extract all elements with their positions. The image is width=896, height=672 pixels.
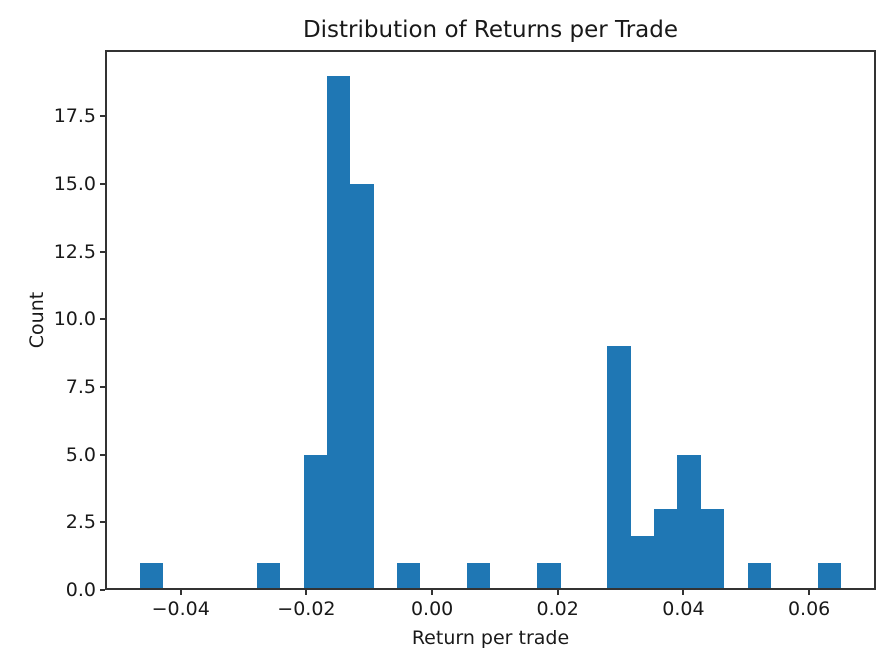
histogram-bar — [537, 562, 561, 590]
y-tick-mark — [100, 318, 105, 321]
y-tick-label: 0.0 — [65, 579, 96, 601]
y-tick-label: 15.0 — [53, 173, 96, 195]
y-tick-label: 12.5 — [53, 240, 96, 263]
x-tick-mark — [431, 590, 434, 595]
y-tick-mark — [100, 453, 105, 456]
y-tick-label: 17.5 — [53, 105, 96, 128]
y-tick-mark — [100, 589, 105, 591]
histogram-bar — [700, 508, 725, 590]
histogram-bar — [677, 454, 701, 590]
y-tick-mark — [100, 250, 105, 253]
histogram-bar — [140, 562, 164, 590]
x-tick-label: 0.02 — [536, 598, 579, 620]
histogram-bar — [607, 346, 631, 590]
histogram-bar — [256, 562, 281, 590]
y-tick-mark — [100, 183, 105, 185]
x-tick-mark — [556, 590, 559, 595]
plot-area — [105, 50, 876, 590]
chart-title: Distribution of Returns per Trade — [302, 17, 679, 43]
spine-right — [874, 50, 876, 590]
y-tick-label: 5.0 — [65, 443, 96, 466]
spine-top — [105, 50, 876, 52]
histogram-bar — [747, 562, 771, 590]
histogram-bar — [654, 508, 678, 590]
histogram-bar — [327, 75, 351, 590]
y-axis-label: Count — [26, 291, 48, 349]
y-tick-mark — [100, 386, 105, 388]
x-tick-label: 0.00 — [410, 598, 454, 620]
x-tick-mark — [682, 590, 685, 595]
y-tick-label: 10.0 — [53, 308, 96, 331]
x-tick-label: 0.06 — [787, 598, 831, 620]
y-tick-label: 7.5 — [65, 376, 96, 398]
y-tick-label: 2.5 — [65, 511, 96, 534]
x-tick-label: −0.04 — [151, 598, 210, 620]
x-tick-mark — [808, 590, 811, 595]
histogram-bar — [350, 184, 374, 590]
histogram-bar — [303, 454, 327, 590]
y-tick-mark — [100, 521, 105, 524]
histogram-bar — [397, 562, 421, 590]
histogram-bar — [467, 562, 491, 590]
histogram-bar — [817, 562, 841, 590]
spine-bottom — [105, 588, 876, 590]
spine-left — [105, 50, 107, 590]
x-tick-mark — [179, 590, 182, 595]
histogram-bar — [630, 535, 655, 590]
x-axis-label: Return per trade — [411, 627, 570, 649]
x-tick-mark — [305, 590, 308, 595]
x-tick-label: 0.04 — [662, 598, 705, 620]
x-tick-label: −0.02 — [277, 598, 336, 620]
histogram-bars — [105, 50, 876, 590]
y-tick-mark — [100, 115, 105, 118]
